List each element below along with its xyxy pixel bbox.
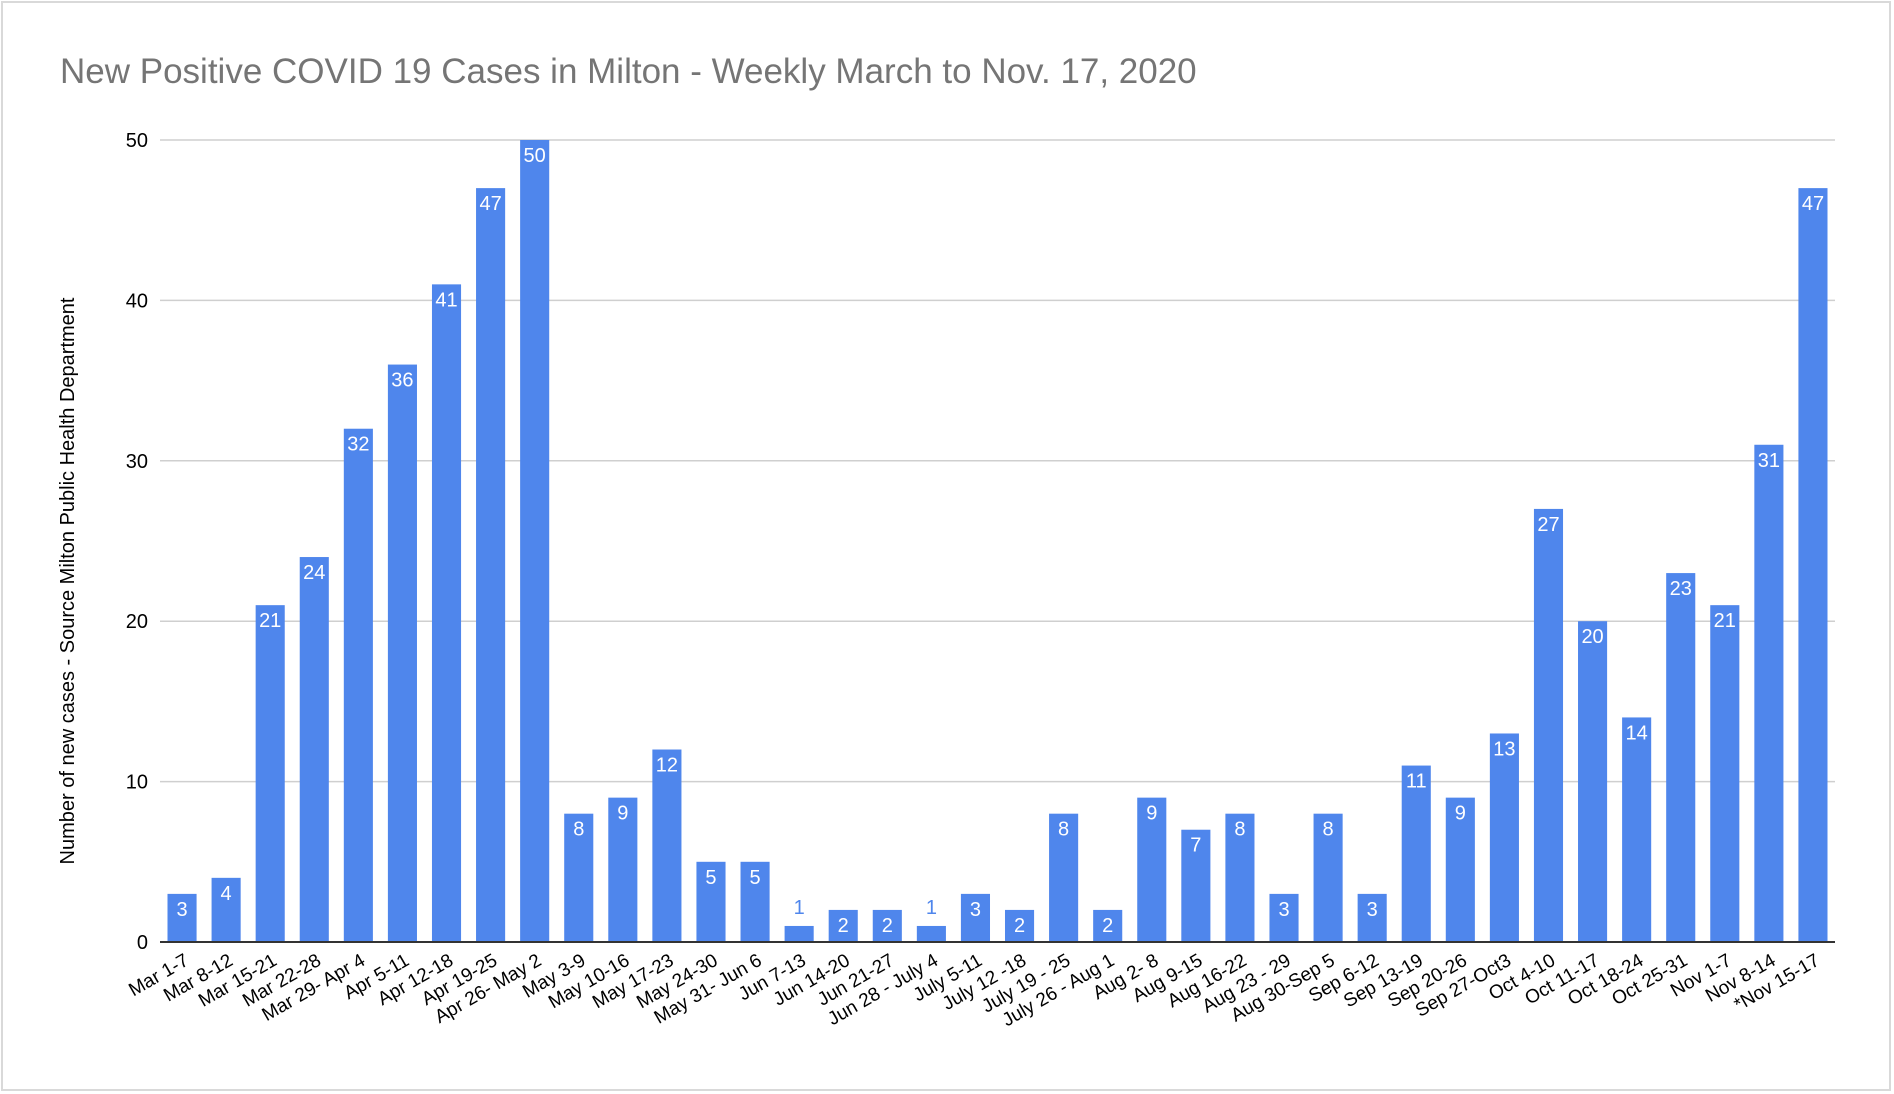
bar xyxy=(1004,909,1035,942)
bar xyxy=(520,140,550,942)
y-tick-label: 50 xyxy=(126,130,148,152)
data-label: 50 xyxy=(524,145,546,167)
bar xyxy=(564,813,594,942)
bar xyxy=(167,893,197,942)
data-label: 8 xyxy=(1323,819,1334,841)
data-label: 11 xyxy=(1406,771,1427,793)
bar xyxy=(1357,893,1387,942)
bar xyxy=(1049,813,1079,942)
bar xyxy=(1533,508,1564,942)
data-label: 23 xyxy=(1670,578,1692,600)
data-label: 1 xyxy=(794,897,805,919)
data-label: 2 xyxy=(1102,915,1113,937)
data-label: 3 xyxy=(970,899,981,921)
bar xyxy=(1401,765,1431,942)
bar xyxy=(608,797,638,942)
data-label: 2 xyxy=(838,915,849,937)
data-label: 13 xyxy=(1493,738,1515,760)
data-label: 14 xyxy=(1626,722,1648,744)
y-tick-label: 10 xyxy=(126,772,148,794)
data-label: 7 xyxy=(1190,835,1201,857)
bar xyxy=(1710,605,1740,942)
data-label: 41 xyxy=(435,289,457,311)
y-axis-ticks: 0 10 20 30 40 50 xyxy=(126,130,148,954)
bar xyxy=(1489,733,1519,942)
data-label: 1 xyxy=(926,897,937,919)
data-label: 2 xyxy=(1014,915,1025,937)
data-label: 20 xyxy=(1581,626,1603,648)
data-label: 9 xyxy=(617,803,628,825)
bar xyxy=(1313,813,1343,942)
bar xyxy=(387,364,417,942)
bar xyxy=(1181,829,1211,942)
data-label: 9 xyxy=(1146,803,1157,825)
data-label: 21 xyxy=(1714,610,1736,632)
data-label: 21 xyxy=(259,610,281,632)
data-label: 27 xyxy=(1537,514,1559,536)
bar xyxy=(1445,797,1475,942)
chart-title: New Positive COVID 19 Cases in Milton - … xyxy=(60,52,1197,91)
data-label: 24 xyxy=(303,562,325,584)
data-label: 4 xyxy=(221,883,232,905)
data-label: 8 xyxy=(1058,819,1069,841)
data-label: 8 xyxy=(573,819,584,841)
bar xyxy=(255,605,285,942)
bar xyxy=(916,925,946,942)
bar xyxy=(1754,444,1784,942)
bar xyxy=(431,284,462,942)
data-label: 36 xyxy=(391,370,413,392)
bar xyxy=(1269,893,1299,942)
bars xyxy=(167,140,1828,943)
data-label: 47 xyxy=(1802,193,1824,215)
data-label: 2 xyxy=(882,915,893,937)
bar xyxy=(960,893,991,942)
data-label: 32 xyxy=(347,434,369,456)
y-tick-label: 0 xyxy=(137,932,148,954)
bar xyxy=(299,557,329,942)
bar xyxy=(784,925,814,942)
data-label: 47 xyxy=(479,193,501,215)
data-label: 3 xyxy=(1367,899,1378,921)
data-label: 5 xyxy=(750,867,761,889)
bar xyxy=(828,909,858,942)
y-tick-label: 30 xyxy=(126,451,148,473)
bar xyxy=(1225,813,1255,942)
bar xyxy=(652,749,682,942)
bar xyxy=(1578,621,1608,942)
y-axis-label: Number of new cases - Source Milton Publ… xyxy=(57,297,79,864)
bar xyxy=(696,861,726,942)
data-label: 3 xyxy=(176,899,187,921)
bar xyxy=(1093,909,1123,942)
data-label: 3 xyxy=(1278,899,1289,921)
bar xyxy=(1798,188,1828,942)
bar xyxy=(1622,717,1652,942)
bar xyxy=(211,877,241,942)
y-tick-label: 20 xyxy=(126,611,148,633)
data-label: 9 xyxy=(1455,803,1466,825)
bar xyxy=(1137,797,1167,942)
data-label: 5 xyxy=(705,867,716,889)
bar xyxy=(1666,573,1696,942)
data-label: 8 xyxy=(1234,819,1245,841)
bar xyxy=(872,909,902,942)
bar xyxy=(740,861,770,942)
data-label: 12 xyxy=(656,755,678,777)
bar xyxy=(343,428,373,943)
data-label: 31 xyxy=(1758,450,1780,472)
y-tick-label: 40 xyxy=(126,290,148,312)
bar xyxy=(476,188,506,942)
